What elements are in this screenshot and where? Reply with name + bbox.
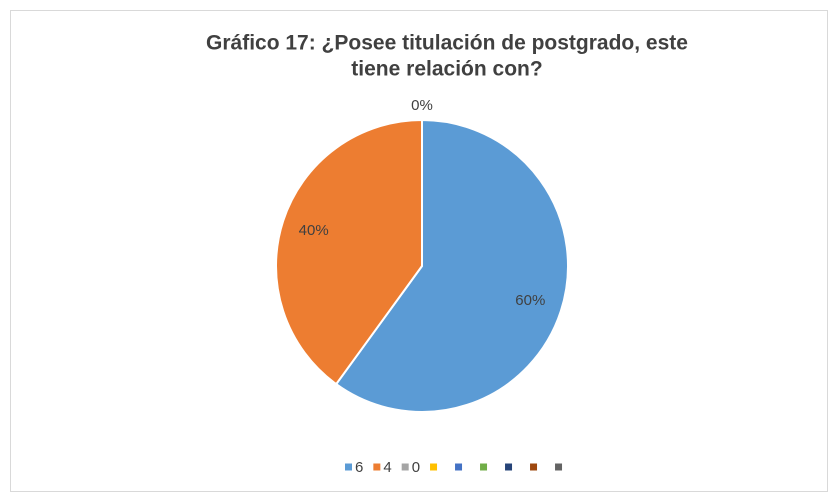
- legend-swatch: [345, 463, 352, 471]
- data-label: 0%: [411, 97, 433, 114]
- legend-swatch: [455, 463, 463, 471]
- legend-label: 0: [412, 459, 420, 476]
- data-label: 40%: [299, 222, 329, 239]
- pie-slice: [275, 118, 423, 386]
- chart-title: tiene relación con?: [351, 58, 542, 81]
- legend-swatch: [430, 463, 438, 471]
- legend-swatch: [555, 463, 563, 471]
- legend-swatch: [505, 463, 513, 471]
- chart-title: Gráfico 17: ¿Posee titulación de postgra…: [206, 32, 688, 55]
- legend-swatch: [530, 463, 538, 471]
- legend-label: 4: [383, 459, 391, 476]
- legend-label: 6: [355, 459, 363, 476]
- legend-swatch: [373, 463, 381, 471]
- legend-swatch: [480, 463, 488, 471]
- pie-slice: [334, 118, 569, 413]
- legend-swatch: [401, 463, 409, 471]
- data-label: 60%: [515, 292, 545, 309]
